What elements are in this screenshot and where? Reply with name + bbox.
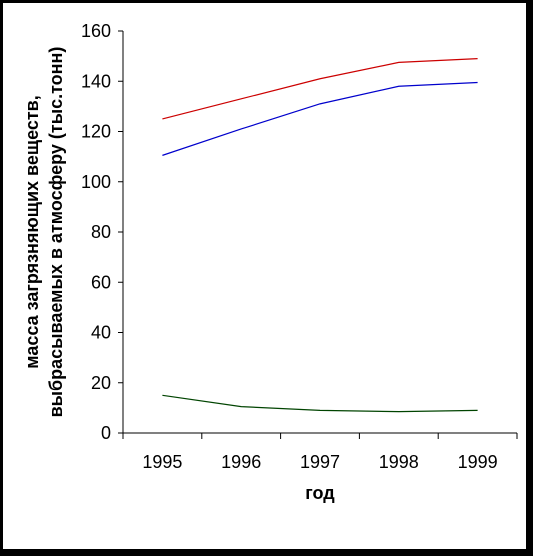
series-line-2 (162, 81, 478, 156)
y-axis-title-line-2: выбрасываемых в атмосферу (тыс.тонн) (46, 47, 66, 418)
x-tick-label: 1997 (300, 452, 340, 472)
y-tick-label: 140 (81, 71, 111, 91)
y-tick-label: 60 (91, 272, 111, 292)
x-tick-label: 1996 (221, 452, 261, 472)
y-tick-label: 20 (91, 373, 111, 393)
y-tick-labels: 0 20 40 60 80 100 120 140 160 (81, 21, 111, 443)
series-lines (162, 58, 478, 413)
x-tick-label: 1995 (142, 452, 182, 472)
x-tick-label: 1998 (379, 452, 419, 472)
y-tick-label: 120 (81, 122, 111, 142)
y-tick-label: 80 (91, 222, 111, 242)
axes (118, 30, 518, 439)
series-line-3 (162, 394, 478, 413)
x-axis-title: год (305, 483, 335, 503)
y-tick-label: 160 (81, 21, 111, 41)
y-tick-label: 40 (91, 323, 111, 343)
y-axis-title-line-1: масса загрязняющих веществ, (22, 95, 42, 368)
x-tick-label: 1999 (458, 452, 498, 472)
y-tick-label: 100 (81, 172, 111, 192)
y-tick-label: 0 (101, 423, 111, 443)
chart-frame (3, 3, 526, 549)
series-line-1 (162, 58, 478, 120)
x-tick-labels: 1995 1996 1997 1998 1999 (142, 452, 497, 472)
